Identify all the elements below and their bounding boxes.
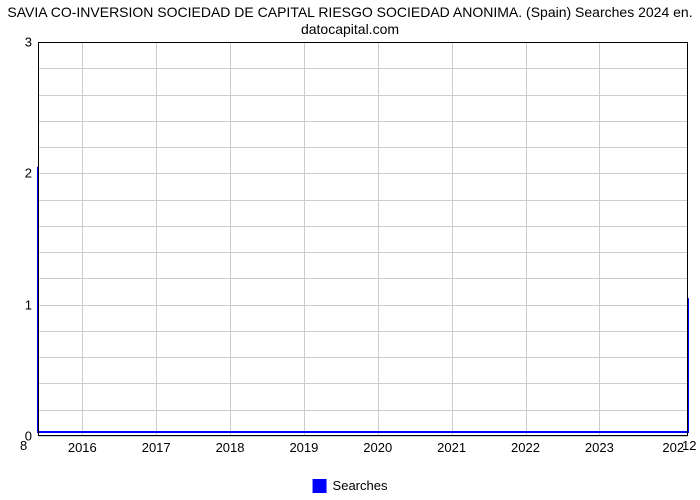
xtick-label: 2022	[511, 440, 540, 455]
chart-title: SAVIA CO-INVERSION SOCIEDAD DE CAPITAL R…	[0, 4, 700, 38]
chart-container: SAVIA CO-INVERSION SOCIEDAD DE CAPITAL R…	[0, 0, 700, 500]
legend: Searches	[313, 478, 388, 493]
plot-area: 0123 20162017201820192020202120222023202…	[38, 42, 688, 436]
ytick-label: 1	[25, 297, 32, 312]
chart-title-line2: datocapital.com	[0, 21, 700, 38]
xtick-label: 2023	[585, 440, 614, 455]
chart-title-line1: SAVIA CO-INVERSION SOCIEDAD DE CAPITAL R…	[0, 4, 700, 21]
ytick-label: 2	[25, 166, 32, 181]
xtick-label: 2017	[142, 440, 171, 455]
xtick-label: 2020	[363, 440, 392, 455]
series-polyline	[38, 167, 688, 432]
legend-swatch	[313, 479, 327, 493]
gridline-major-h	[38, 436, 688, 437]
ytick-label: 3	[25, 35, 32, 50]
corner-bottom-left-label: 8	[20, 438, 27, 453]
xtick-label: 2016	[68, 440, 97, 455]
xtick-label: 2018	[216, 440, 245, 455]
xtick-label: 2019	[289, 440, 318, 455]
legend-label: Searches	[333, 478, 388, 493]
xtick-label: 2021	[437, 440, 466, 455]
xtick-label-partial: 202	[662, 440, 684, 455]
corner-bottom-right-top-label: 12	[682, 438, 696, 453]
line-series	[38, 42, 688, 436]
